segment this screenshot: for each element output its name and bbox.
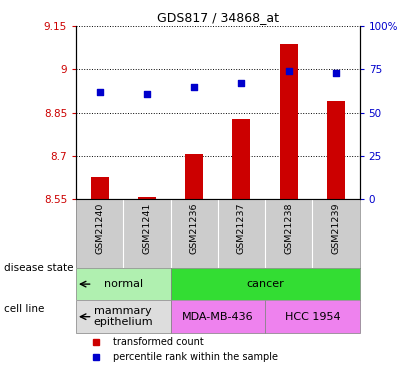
- Text: GSM21241: GSM21241: [143, 202, 151, 254]
- Text: MDA-MB-436: MDA-MB-436: [182, 312, 254, 322]
- Bar: [233, 119, 250, 199]
- Title: GDS817 / 34868_at: GDS817 / 34868_at: [157, 11, 279, 24]
- Text: GSM21238: GSM21238: [284, 202, 293, 254]
- Text: cell line: cell line: [4, 304, 44, 314]
- Text: transformed count: transformed count: [113, 337, 204, 346]
- Text: GSM21237: GSM21237: [237, 202, 246, 254]
- Bar: [171, 268, 360, 300]
- Point: [238, 80, 245, 86]
- Text: GSM21236: GSM21236: [190, 202, 199, 254]
- Point: [332, 70, 339, 76]
- Text: GSM21239: GSM21239: [332, 202, 340, 254]
- Text: HCC 1954: HCC 1954: [284, 312, 340, 322]
- Point: [191, 84, 197, 90]
- Bar: [327, 101, 345, 199]
- Bar: [185, 154, 203, 199]
- Bar: [138, 197, 156, 199]
- Point: [96, 89, 103, 95]
- Text: percentile rank within the sample: percentile rank within the sample: [113, 352, 278, 362]
- Bar: [280, 44, 298, 199]
- Bar: [76, 268, 171, 300]
- Point: [285, 68, 292, 74]
- Text: mammary
epithelium: mammary epithelium: [93, 306, 153, 327]
- Text: cancer: cancer: [246, 279, 284, 289]
- Text: normal: normal: [104, 279, 143, 289]
- Bar: [76, 300, 171, 333]
- Bar: [171, 300, 265, 333]
- Bar: [265, 300, 360, 333]
- Bar: [91, 177, 109, 199]
- Point: [144, 90, 150, 96]
- Text: disease state: disease state: [4, 263, 74, 273]
- Text: GSM21240: GSM21240: [95, 202, 104, 254]
